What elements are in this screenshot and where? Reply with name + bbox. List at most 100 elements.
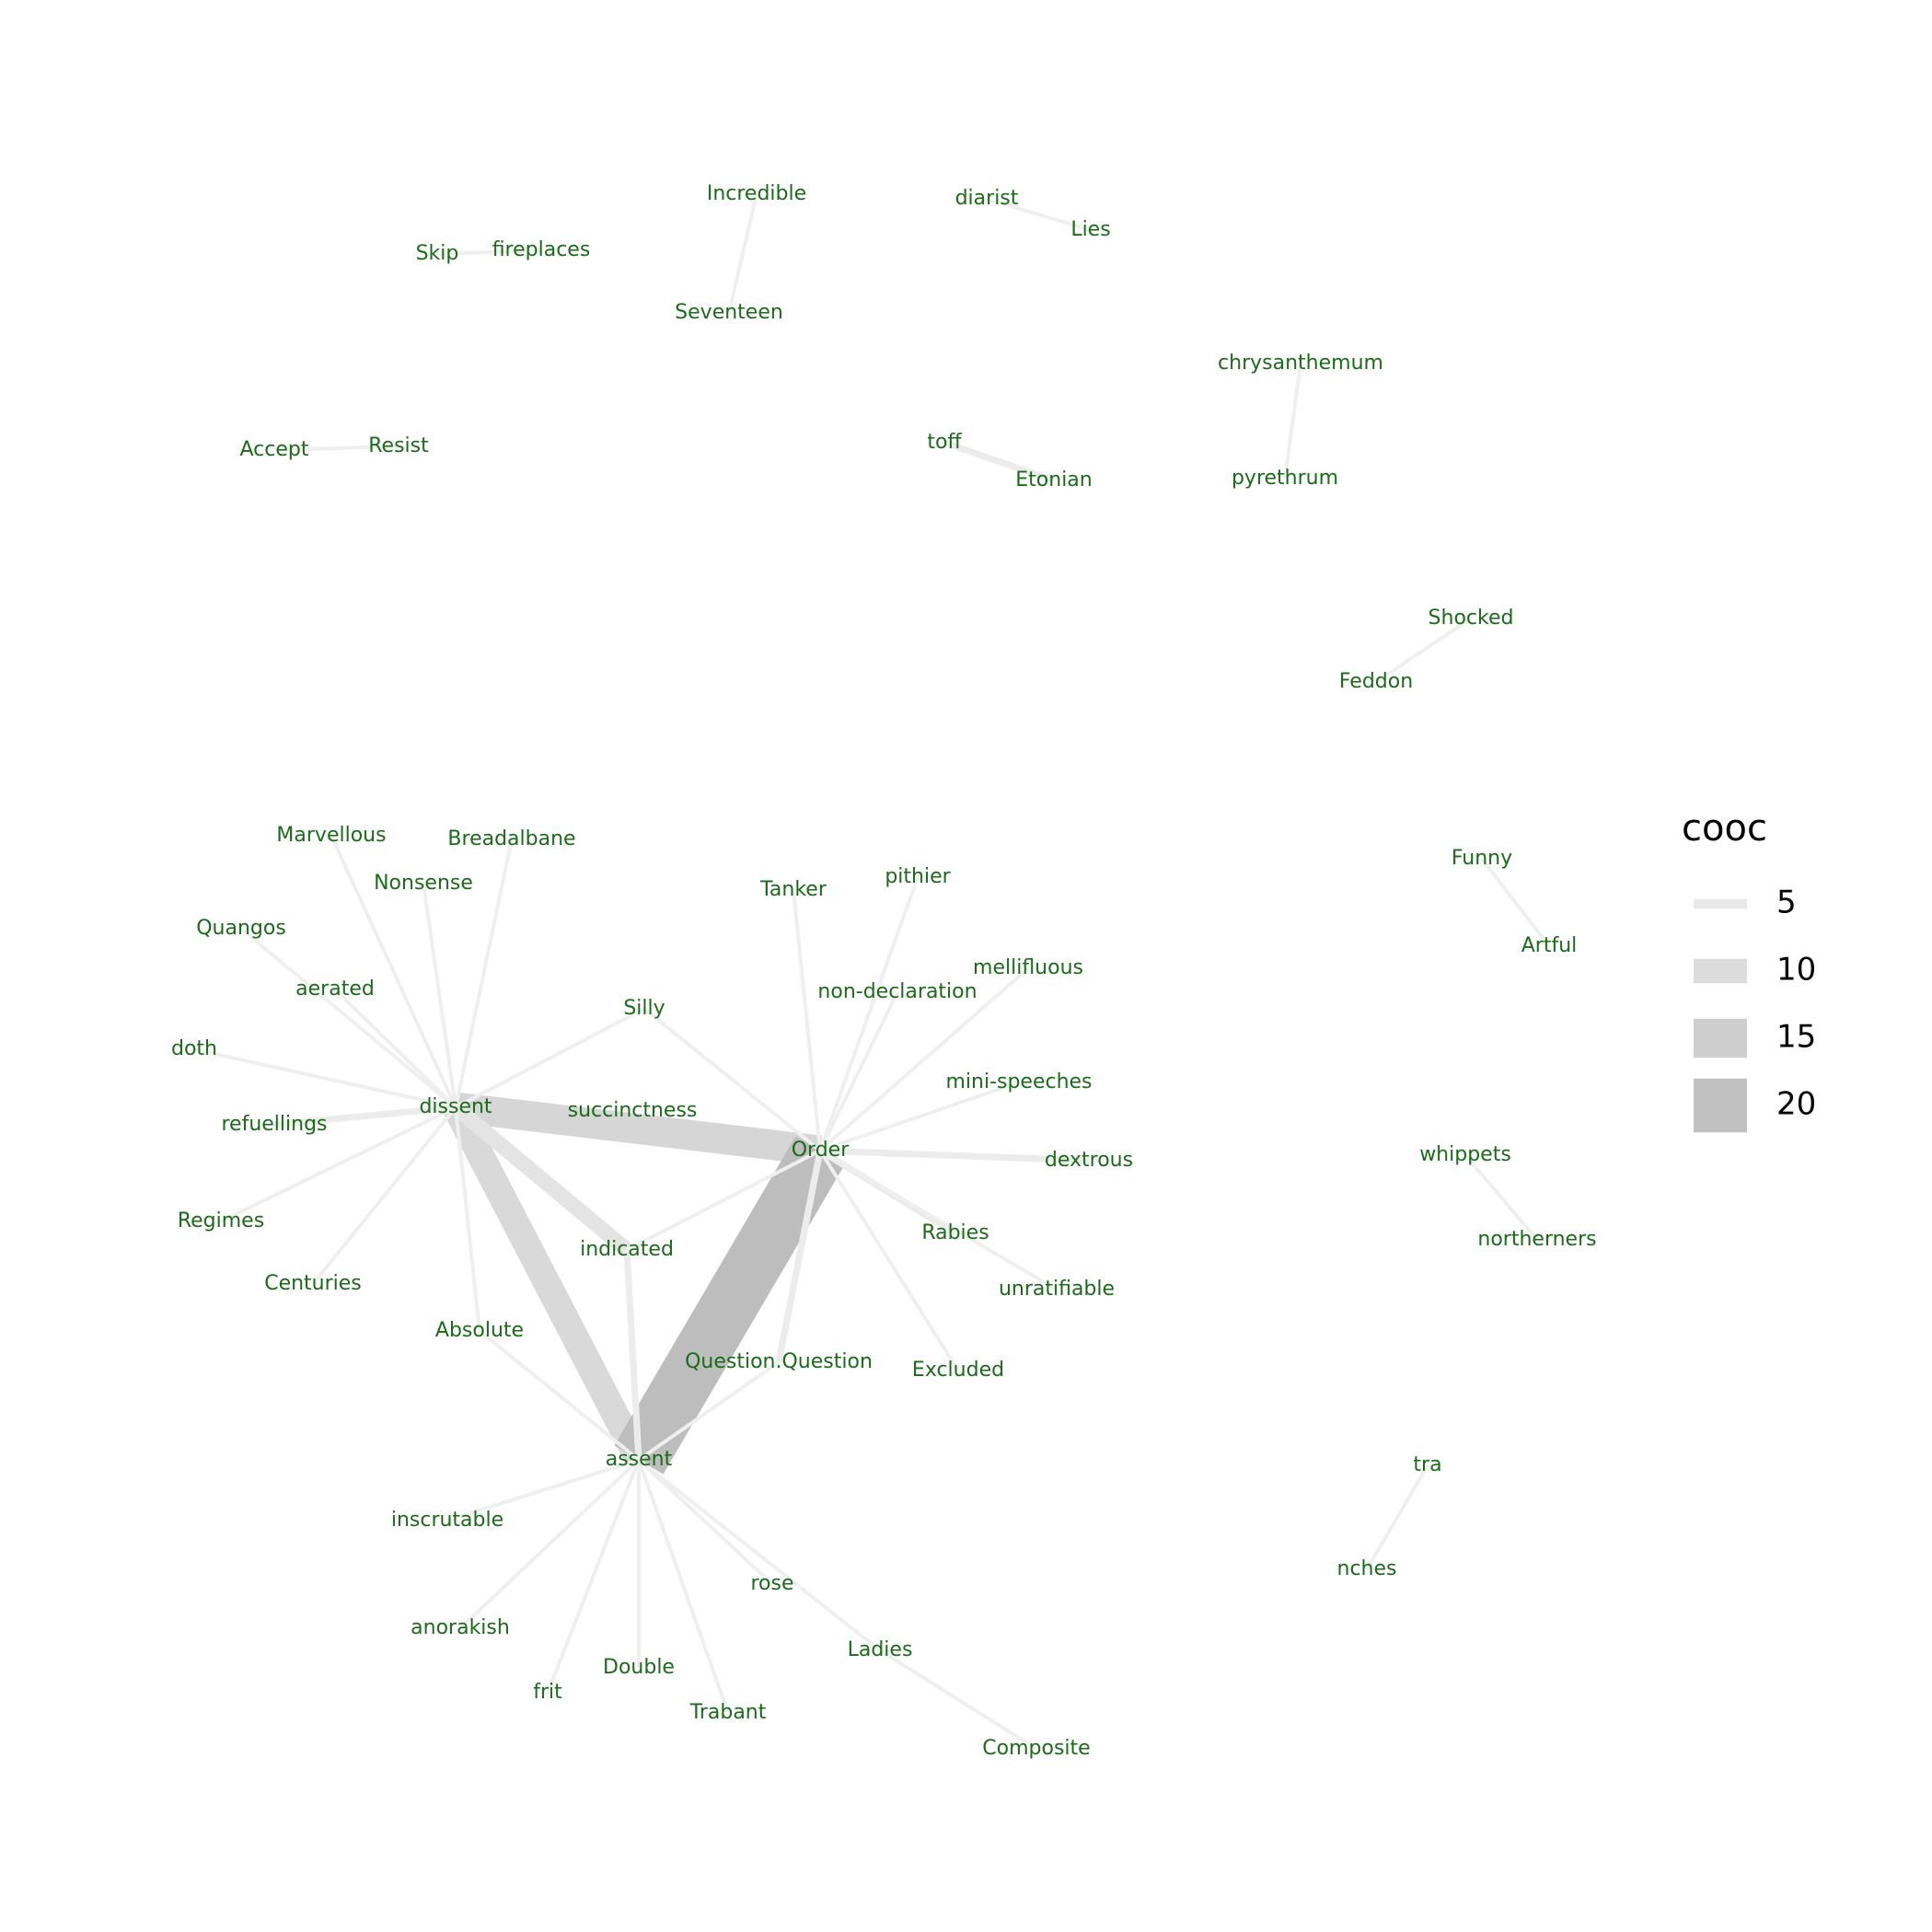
node-regimes: Regimes [178, 1209, 264, 1232]
edge-assent-frit [546, 1459, 641, 1694]
edge-order-mini-speeches [819, 1081, 1020, 1152]
node-nonsense: Nonsense [374, 872, 473, 895]
legend-key-5 [1694, 898, 1747, 909]
legend-label-5: 5 [1776, 885, 1797, 921]
node-quangos: Quangos [196, 917, 286, 940]
edge-whippets-northerners [1463, 1153, 1539, 1242]
edge-dissent-quangos [239, 927, 457, 1109]
node-non-declaration: non-declaration [817, 980, 977, 1003]
node-accept: Accept [240, 438, 309, 461]
node-rabies: Rabies [921, 1221, 989, 1244]
legend-key-20 [1694, 1078, 1747, 1133]
node-refuellings: refuellings [221, 1113, 327, 1136]
edge-funny-artful [1480, 857, 1551, 948]
node-assent: assent [606, 1448, 673, 1471]
node-funny: Funny [1452, 847, 1512, 870]
legend-key-15 [1694, 1018, 1747, 1059]
edge-order-indicated [626, 1149, 821, 1252]
node-composite: Composite [982, 1737, 1090, 1760]
node-mini-speeches: mini-speeches [945, 1070, 1092, 1093]
node-inscrutable: inscrutable [391, 1509, 503, 1532]
node-incredible: Incredible [707, 182, 806, 205]
node-excluded: Excluded [912, 1359, 1004, 1382]
edge-dissent-breadalbane [454, 839, 514, 1108]
edge-order-assent [614, 1136, 845, 1475]
edge-order-silly [642, 1007, 822, 1152]
edge-assent-ladies [637, 1458, 882, 1652]
node-whippets: whippets [1419, 1143, 1511, 1166]
edge-dissent-doth [193, 1047, 457, 1109]
edge-skip-fireplaces [436, 249, 542, 256]
edge-order-dextrous [819, 1147, 1090, 1164]
node-dissent: dissent [419, 1095, 492, 1118]
legend-keys: 5 10 15 20 [1694, 885, 1816, 1133]
node-breadalbane: Breadalbane [447, 827, 575, 850]
edge-diarist-lies [986, 197, 1092, 232]
edge-dissent-refuellings [273, 1104, 457, 1128]
edge-assent-absolute [478, 1329, 641, 1462]
edge-assent-trabant [637, 1459, 730, 1714]
node-indicated: indicated [580, 1238, 674, 1261]
node-nches: nches [1337, 1557, 1397, 1580]
node-tra: tra [1413, 1453, 1441, 1476]
edge-order-unratifiable [818, 1149, 1059, 1291]
node-artful: Artful [1521, 934, 1578, 957]
node-northerners: northerners [1477, 1228, 1596, 1251]
node-dextrous: dextrous [1045, 1149, 1133, 1172]
node-pyrethrum: pyrethrum [1232, 467, 1338, 490]
node-shocked: Shocked [1429, 607, 1514, 630]
node-anorakish: anorakish [411, 1616, 510, 1639]
node-pithier: pithier [885, 865, 951, 888]
edge-order-non-declaration [818, 991, 899, 1151]
node-feddon: Feddon [1339, 670, 1413, 693]
edges-layer [193, 193, 1551, 1751]
edge-assent-question-question [637, 1360, 781, 1462]
edge-dissent-regimes [220, 1105, 457, 1223]
node-tanker: Tanker [759, 878, 827, 901]
node-order: Order [792, 1139, 850, 1162]
edge-assent-indicated [623, 1249, 642, 1461]
edge-dissent-absolute [454, 1106, 481, 1332]
edge-order-tanker [792, 889, 822, 1151]
node-doth: doth [171, 1037, 217, 1060]
edge-order-excluded [818, 1149, 960, 1372]
node-silly: Silly [623, 997, 665, 1020]
legend-label-10: 10 [1776, 952, 1816, 989]
edge-ladies-composite [878, 1649, 1038, 1751]
node-marvellous: Marvellous [276, 824, 386, 847]
node-seventeen: Seventeen [675, 301, 783, 324]
node-ladies: Ladies [848, 1638, 913, 1661]
legend-label-15: 15 [1776, 1019, 1816, 1056]
node-toff: toff [927, 431, 962, 454]
edge-dissent-silly [455, 1007, 645, 1109]
edge-toff-etonian [943, 439, 1056, 484]
node-chrysanthemum: chrysanthemum [1218, 352, 1383, 375]
edge-order-question-question [775, 1150, 824, 1363]
edge-dissent-indicated [450, 1101, 632, 1256]
node-absolute: Absolute [435, 1319, 524, 1342]
edge-dissent-aerated [333, 988, 457, 1109]
node-trabant: Trabant [689, 1701, 767, 1724]
edge-assent-inscrutable [446, 1458, 640, 1522]
edge-chrysanthemum-pyrethrum [1283, 363, 1302, 480]
legend-label-20: 20 [1776, 1086, 1816, 1123]
legend-title: cooc [1682, 807, 1767, 850]
edge-dissent-nonsense [422, 883, 457, 1108]
node-aerated: aerated [295, 978, 375, 1001]
nodes-layer: Incredible diarist Lies Skip fireplaces Seven… [171, 182, 1597, 1760]
node-centuries: Centuries [264, 1272, 362, 1295]
node-question-question: Question.Question [685, 1350, 873, 1373]
node-succinctness: succinctness [568, 1099, 698, 1122]
edge-incredible-seventeen [727, 193, 758, 314]
node-rose: rose [750, 1572, 793, 1595]
node-diarist: diarist [955, 187, 1019, 210]
node-etonian: Etonian [1015, 469, 1092, 492]
edge-accept-resist [273, 445, 399, 452]
edge-dissent-order [454, 1092, 822, 1166]
edge-tra-nches [1365, 1463, 1429, 1571]
edge-order-mellifluous [818, 966, 1030, 1152]
edge-assent-anorakish [458, 1458, 641, 1630]
edge-order-pithier [818, 876, 920, 1151]
node-frit: frit [533, 1681, 562, 1704]
